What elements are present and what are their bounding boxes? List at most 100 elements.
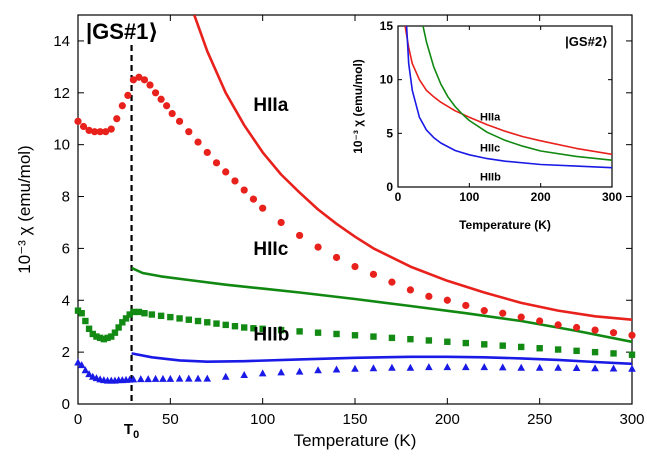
data-point-HIIc (96, 334, 104, 342)
data-point-HIIc (536, 345, 543, 352)
data-point-HIIa (129, 76, 137, 84)
data-point-HIIb (369, 364, 378, 372)
data-point-HIIc (108, 333, 115, 340)
data-point-HIIa (194, 138, 202, 146)
data-point-HIIa (443, 296, 451, 304)
data-point-HIIc (314, 329, 322, 336)
y-tick-label: 6 (62, 240, 70, 257)
data-point-HIIc (370, 333, 377, 340)
data-point-HIIa (462, 301, 470, 310)
data-point-HIIc (148, 311, 156, 318)
data-point-HIIa (85, 126, 93, 135)
x-tick-label: 150 (342, 411, 367, 428)
data-point-HIIa (175, 117, 184, 125)
data-point-HIIc (135, 308, 143, 316)
data-point-HIIc (351, 332, 359, 339)
data-point-HIIc (141, 310, 148, 317)
data-point-HIIb (295, 367, 304, 375)
data-point-HIIa (517, 313, 525, 321)
data-point-HIIb (159, 374, 167, 382)
inset-y-tick-label: 10 (380, 73, 394, 87)
data-point-HIIa (240, 186, 248, 194)
data-point-HIIa (146, 81, 154, 89)
series-line-HIIa (193, 15, 632, 321)
data-point-HIIc (204, 319, 211, 326)
data-point-HIIb (151, 374, 160, 382)
x-tick-label: 200 (435, 411, 460, 428)
data-point-HIIb (185, 374, 193, 382)
data-point-HIIc (277, 326, 285, 334)
data-point-HIIa (96, 128, 104, 136)
data-point-HIIc (82, 317, 89, 325)
inset-curve-label-HIIb: HIIb (480, 172, 501, 184)
data-point-HIIc (85, 325, 93, 332)
data-point-HIIc (115, 324, 122, 331)
data-point-HIIb (480, 363, 489, 371)
data-point-HIIa (351, 262, 359, 271)
y-axis-title: 10⁻³ χ (emu/mol) (15, 145, 34, 273)
data-point-HIIa (314, 243, 322, 251)
data-point-HIIa (212, 159, 221, 167)
data-point-HIIc (444, 338, 451, 345)
data-point-HIIa (113, 115, 121, 123)
data-point-HIIc (126, 311, 133, 318)
data-point-HIIc (213, 320, 220, 327)
curve-label-HIIa: HIIa (253, 95, 288, 116)
data-point-HIIb (258, 369, 267, 377)
data-point-HIIa (388, 278, 396, 286)
data-point-HIIa (124, 91, 132, 99)
data-point-HIIc (222, 321, 229, 329)
data-point-HIIc (93, 333, 100, 340)
data-point-HIIb (74, 358, 82, 366)
data-point-HIIc (89, 330, 96, 338)
data-point-HIIc (157, 312, 165, 320)
y-tick-label: 8 (62, 189, 70, 206)
data-point-HIIb (517, 363, 525, 371)
x-tick-label: 250 (527, 411, 552, 428)
data-point-HIIc (610, 350, 617, 357)
data-point-HIIb (166, 374, 175, 382)
t0-label-sub: 0 (133, 429, 139, 441)
data-point-HIIc (167, 313, 174, 321)
data-point-HIIa (107, 125, 115, 133)
data-point-HIIa (151, 89, 160, 97)
data-point-HIIa (609, 329, 618, 337)
data-point-HIIc (407, 335, 414, 343)
data-point-HIIc (100, 335, 108, 343)
y-tick-label: 2 (62, 344, 70, 361)
data-point-HIIa (406, 286, 414, 294)
inset-y-tick-label: 15 (380, 19, 394, 33)
inset-x-tick-label: 200 (531, 190, 551, 204)
data-point-HIIc (259, 325, 266, 332)
inset-state-label: |GS#2⟩ (565, 34, 608, 49)
data-point-HIIa (79, 122, 88, 131)
y-tick-label: 4 (62, 292, 70, 309)
data-point-HIIb (572, 363, 581, 371)
data-point-HIIc (499, 342, 506, 349)
data-point-HIIc (481, 341, 488, 348)
data-point-HIIc (74, 307, 82, 314)
data-point-HIIa (135, 73, 143, 81)
data-point-HIIc (296, 328, 303, 335)
data-point-HIIb (628, 364, 636, 372)
x-tick-label: 50 (162, 411, 179, 428)
y-tick-label: 14 (53, 33, 70, 50)
data-point-HIIb (406, 363, 415, 371)
data-point-HIIb (332, 365, 341, 373)
data-point-HIIb (81, 366, 90, 374)
x-tick-label: 100 (250, 411, 275, 428)
data-point-HIIb (203, 374, 212, 382)
data-point-HIIa (203, 148, 211, 157)
y-tick-label: 12 (53, 85, 70, 102)
data-point-HIIa (480, 307, 488, 315)
data-point-HIIb (194, 374, 202, 382)
data-point-HIIc (591, 348, 599, 356)
data-point-HIIb (462, 363, 470, 371)
data-point-HIIc (462, 339, 469, 347)
data-point-HIIa (332, 253, 341, 262)
inset-x-tick-label: 300 (602, 190, 622, 204)
data-point-HIIb (554, 363, 562, 371)
data-point-HIIa (140, 76, 149, 84)
data-point-HIIa (277, 218, 285, 227)
data-point-HIIa (157, 95, 165, 103)
